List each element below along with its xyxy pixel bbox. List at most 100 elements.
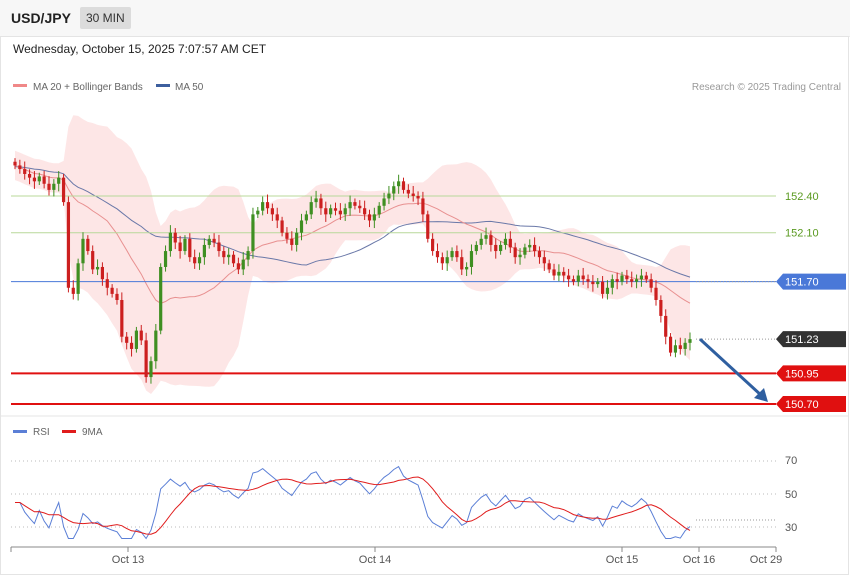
candle [591, 275, 595, 292]
svg-text:150.70: 150.70 [785, 399, 819, 411]
candle [387, 185, 391, 205]
candle [649, 273, 653, 293]
candle [620, 271, 624, 286]
candle [173, 228, 177, 250]
level-label-150-70: 150.70 [776, 396, 846, 412]
candle [571, 275, 576, 286]
x-tick-oct-13: Oct 13 [112, 554, 144, 566]
candle [207, 235, 211, 249]
candle [610, 274, 614, 295]
candle [683, 338, 687, 356]
x-axis-ticks [10, 547, 777, 552]
candle [479, 233, 483, 250]
candle [382, 192, 386, 211]
candle [639, 268, 644, 287]
candle [222, 246, 226, 264]
candle [47, 176, 51, 196]
candle [664, 309, 668, 345]
chart-datetime: Wednesday, October 15, 2025 7:07:57 AM C… [13, 42, 267, 56]
candle [329, 204, 333, 219]
candle [115, 288, 119, 305]
candle [668, 333, 673, 357]
candle [605, 280, 610, 300]
candle [489, 230, 493, 252]
candle [256, 207, 260, 219]
candle [95, 259, 100, 276]
candle [644, 271, 648, 283]
copyright-text: Research © 2025 Trading Central [692, 82, 841, 93]
candle [338, 203, 342, 220]
candle [227, 248, 231, 265]
candle [280, 216, 284, 237]
candle [654, 280, 658, 306]
candle [188, 233, 192, 262]
candle [86, 235, 90, 255]
candle [469, 244, 474, 275]
rsi-ma-legend-label: 9MA [82, 427, 103, 438]
candle [416, 191, 420, 206]
candles [13, 158, 692, 384]
candle [144, 332, 148, 383]
candle [562, 267, 566, 283]
candle [634, 274, 639, 289]
symbol-title: USD/JPY [11, 10, 71, 26]
svg-text:151.70: 151.70 [785, 277, 819, 289]
candle [110, 284, 114, 298]
candle [13, 158, 17, 170]
candle [129, 336, 134, 357]
candle [421, 191, 425, 222]
timeframe-button[interactable]: 30 MIN [80, 7, 131, 29]
candle [508, 231, 512, 254]
candle [57, 171, 61, 192]
candle [566, 268, 571, 287]
candle [625, 269, 629, 284]
candle [71, 280, 75, 300]
candle [295, 228, 299, 252]
candle [460, 249, 464, 276]
candle [66, 196, 71, 293]
candle [100, 262, 105, 286]
x-tick-oct-15: Oct 15 [606, 554, 638, 566]
svg-text:152.10: 152.10 [785, 228, 819, 240]
x-tick-oct-16: Oct 16 [683, 554, 715, 566]
candle [499, 241, 503, 255]
candle [537, 246, 542, 264]
rsi-grid: 70 50 30 [11, 455, 797, 534]
bollinger-band [15, 115, 690, 395]
candle [445, 250, 449, 271]
x-tick-oct-14: Oct 14 [359, 554, 391, 566]
candle [557, 264, 561, 282]
ma50-line [14, 166, 691, 278]
candle [533, 237, 537, 257]
candle [265, 194, 270, 214]
candle [319, 193, 323, 215]
svg-text:150.95: 150.95 [785, 368, 819, 380]
forecast-arrow [698, 338, 768, 402]
candle [314, 190, 318, 208]
candle [372, 207, 376, 229]
candle [426, 210, 430, 243]
candle [484, 227, 488, 245]
candle [518, 248, 522, 265]
candle [270, 203, 274, 221]
candle [367, 209, 372, 228]
candle [348, 195, 352, 216]
candle [673, 339, 678, 358]
level-label-151-70: 151.70 [776, 273, 846, 290]
candle [411, 185, 415, 202]
candle [32, 171, 37, 189]
candle [542, 250, 546, 271]
ma50-legend-swatch [156, 84, 170, 87]
candle [37, 172, 41, 185]
candle [552, 263, 556, 281]
candle [324, 201, 328, 222]
candle [139, 324, 143, 346]
candle [659, 295, 663, 323]
candle [455, 245, 459, 262]
ma20-legend-swatch [13, 84, 27, 87]
candle [435, 243, 440, 263]
candle [503, 233, 508, 250]
candle [163, 245, 168, 272]
candle [81, 232, 85, 271]
